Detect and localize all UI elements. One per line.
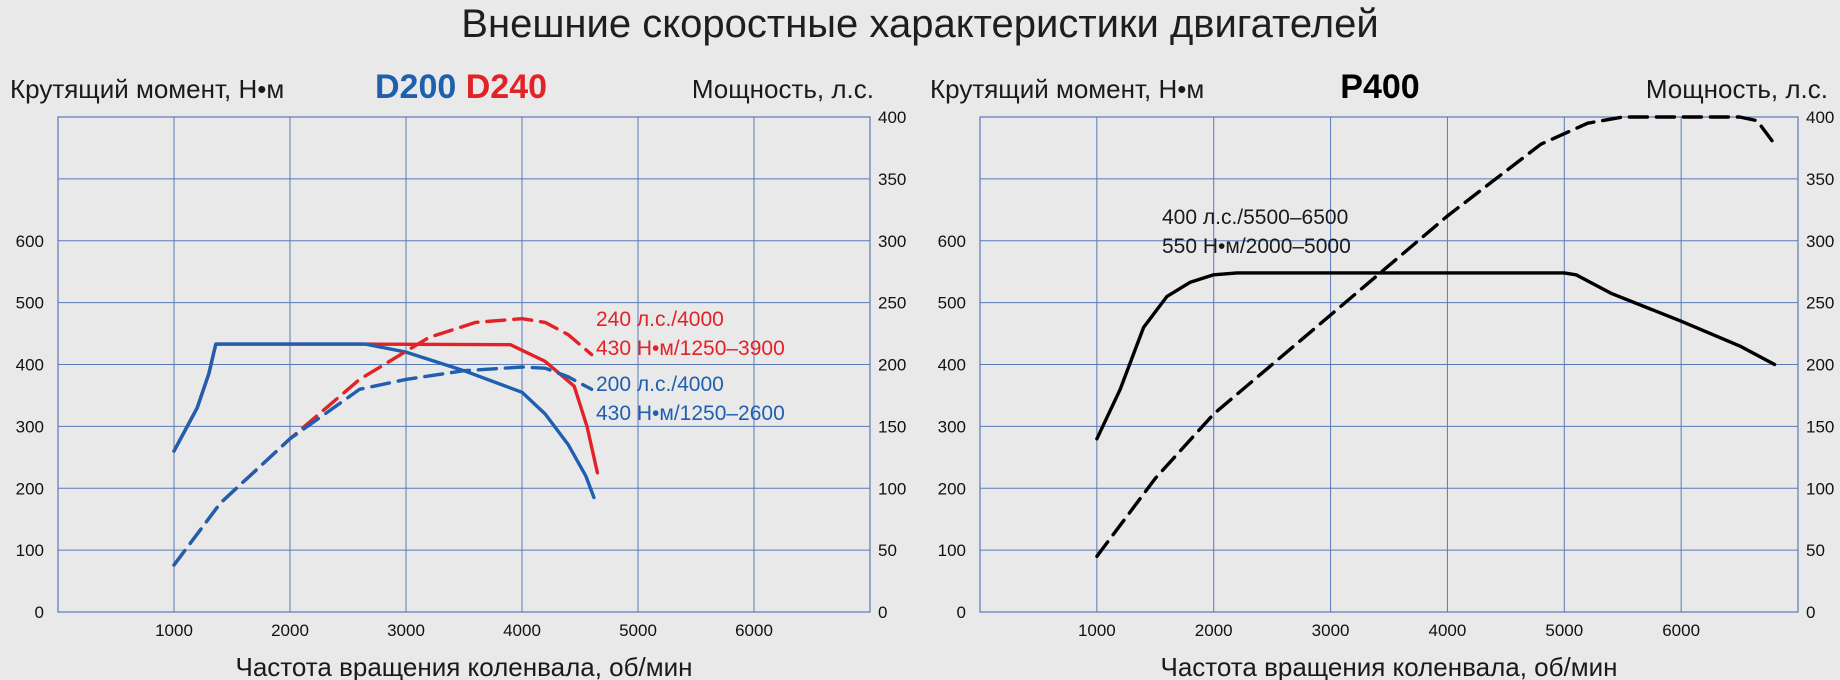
- y-tick-label-power: 100: [878, 479, 906, 498]
- y-tick-label-power: 400: [878, 108, 906, 127]
- y-tick-label-torque: 300: [16, 417, 44, 436]
- model-label-p400: P400: [1340, 68, 1419, 106]
- y-tick-label-torque: 500: [16, 294, 44, 313]
- y-tick-label-torque: 100: [938, 541, 966, 560]
- page-title: Внешние скоростные характеристики двигат…: [461, 2, 1379, 46]
- model-label: D200 D240: [375, 68, 547, 106]
- y-tick-label-power: 0: [1806, 603, 1815, 622]
- y-tick-label-power: 350: [1806, 170, 1834, 189]
- data-annotation: 430 Н•м/1250–2600: [596, 402, 785, 425]
- series-line-power-dashed-2: [1095, 115, 1777, 558]
- series-line-torque-solid-1: [1095, 271, 1777, 441]
- y-tick-label-power: 100: [1806, 479, 1834, 498]
- chart-panel-2: 1000 2000 3000 4000 5000 60000100200300400500…: [930, 68, 1834, 680]
- y-tick-label-torque: 300: [938, 417, 966, 436]
- x-tick-label: 2000: [1195, 621, 1233, 640]
- model-label: P400: [1340, 68, 1419, 106]
- model-label-d200: D200: [375, 68, 456, 106]
- y-tick-label-torque: 400: [938, 356, 966, 375]
- data-annotation: 550 Н•м/2000–5000: [1162, 235, 1351, 258]
- x-tick-label: 3000: [387, 621, 425, 640]
- y-axis-title-power: Мощность, л.с.: [1646, 74, 1828, 104]
- y-tick-label-power: 150: [878, 417, 906, 436]
- y-tick-label-power: 300: [1806, 232, 1834, 251]
- x-tick-label: 1000: [155, 621, 193, 640]
- x-tick-label: 2000: [271, 621, 309, 640]
- series-line-power-dashed-4: [172, 365, 594, 567]
- series-line-torque-solid-2: [172, 342, 596, 500]
- y-tick-label-torque: 0: [957, 603, 966, 622]
- y-tick-label-power: 400: [1806, 108, 1834, 127]
- x-tick-label: 5000: [619, 621, 657, 640]
- y-tick-label-torque: 400: [16, 356, 44, 375]
- y-tick-label-power: 50: [878, 541, 897, 560]
- y-tick-label-power: 250: [878, 294, 906, 313]
- y-tick-label-torque: 0: [35, 603, 44, 622]
- chart-panel-1: 1000 2000 3000 4000 5000 60000100200300400500…: [10, 68, 906, 680]
- x-tick-label: 6000: [1662, 621, 1700, 640]
- data-annotation: 200 л.с./4000: [596, 373, 724, 396]
- y-tick-label-torque: 200: [938, 479, 966, 498]
- y-tick-label-power: 50: [1806, 541, 1825, 560]
- y-tick-label-torque: 600: [16, 232, 44, 251]
- data-annotation: 400 л.с./5500–6500: [1162, 206, 1348, 229]
- x-tick-label: 1000: [1078, 621, 1116, 640]
- y-tick-label-power: 350: [878, 170, 906, 189]
- y-axis-title-torque: Крутящий момент, Н•м: [10, 74, 284, 104]
- x-axis-title: Частота вращения коленвала, об/мин: [235, 652, 692, 680]
- data-annotation: 240 л.с./4000: [596, 308, 724, 331]
- y-tick-label-power: 0: [878, 603, 887, 622]
- y-tick-label-torque: 600: [938, 232, 966, 251]
- x-tick-label: 3000: [1312, 621, 1350, 640]
- x-axis-title: Частота вращения коленвала, об/мин: [1160, 652, 1617, 680]
- data-annotation: 430 Н•м/1250–3900: [596, 337, 785, 360]
- y-tick-label-torque: 200: [16, 479, 44, 498]
- y-tick-label-torque: 100: [16, 541, 44, 560]
- y-axis-title-power: Мощность, л.с.: [692, 74, 874, 104]
- y-tick-label-power: 300: [878, 232, 906, 251]
- x-tick-label: 4000: [503, 621, 541, 640]
- x-tick-label: 5000: [1545, 621, 1583, 640]
- y-tick-label-power: 200: [1806, 356, 1834, 375]
- x-tick-label: 4000: [1429, 621, 1467, 640]
- model-label-d240: D240: [456, 68, 547, 106]
- x-tick-label: 6000: [735, 621, 773, 640]
- y-axis-title-torque: Крутящий момент, Н•м: [930, 74, 1204, 104]
- y-tick-label-power: 150: [1806, 417, 1834, 436]
- y-tick-label-torque: 500: [938, 294, 966, 313]
- y-tick-label-power: 250: [1806, 294, 1834, 313]
- y-tick-label-power: 200: [878, 356, 906, 375]
